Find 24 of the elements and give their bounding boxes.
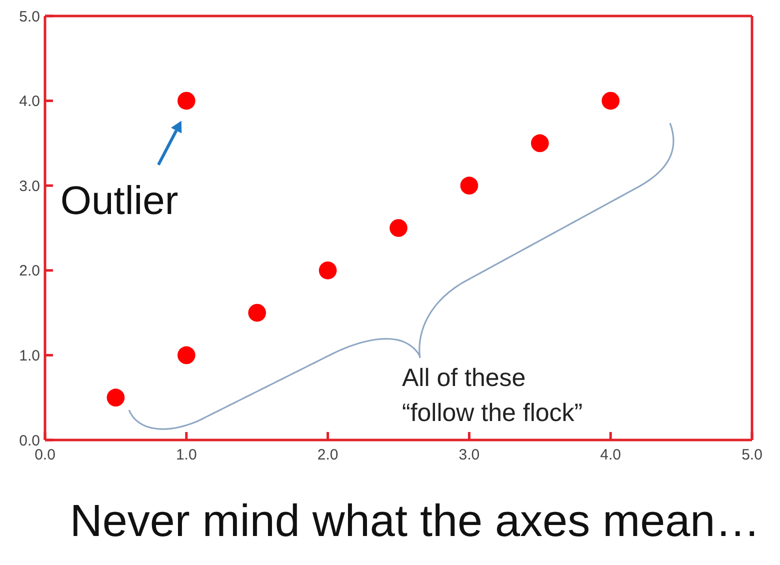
- y-tick-label: 0.0: [19, 432, 40, 450]
- x-tick-label: 3.0: [458, 446, 480, 464]
- y-tick-label: 4.0: [19, 93, 40, 110]
- x-tick-label: 5.0: [742, 446, 762, 464]
- annotation: Outlier: [60, 178, 178, 223]
- point: [530, 134, 549, 152]
- point: [106, 388, 125, 407]
- y-tick-label: 2.0: [19, 262, 40, 280]
- x-tick-label: 0.0: [34, 446, 56, 464]
- point: [602, 92, 620, 110]
- point: [318, 261, 337, 280]
- x-tick-label: 1.0: [176, 446, 197, 464]
- text: Never mind what the axes mean…: [68, 495, 762, 547]
- x-tick-label: 2.0: [317, 446, 338, 464]
- annotation: All of these “follow the flock”: [402, 363, 583, 429]
- point: [248, 304, 266, 322]
- y-tick-label: 1.0: [19, 348, 40, 365]
- point: [177, 346, 196, 364]
- y-tick-label: 3.0: [19, 178, 40, 195]
- y-tick-label: 5.0: [19, 8, 40, 26]
- point: [460, 176, 478, 195]
- point: [177, 92, 196, 110]
- x-tick-label: 4.0: [600, 446, 622, 464]
- point: [390, 219, 408, 237]
